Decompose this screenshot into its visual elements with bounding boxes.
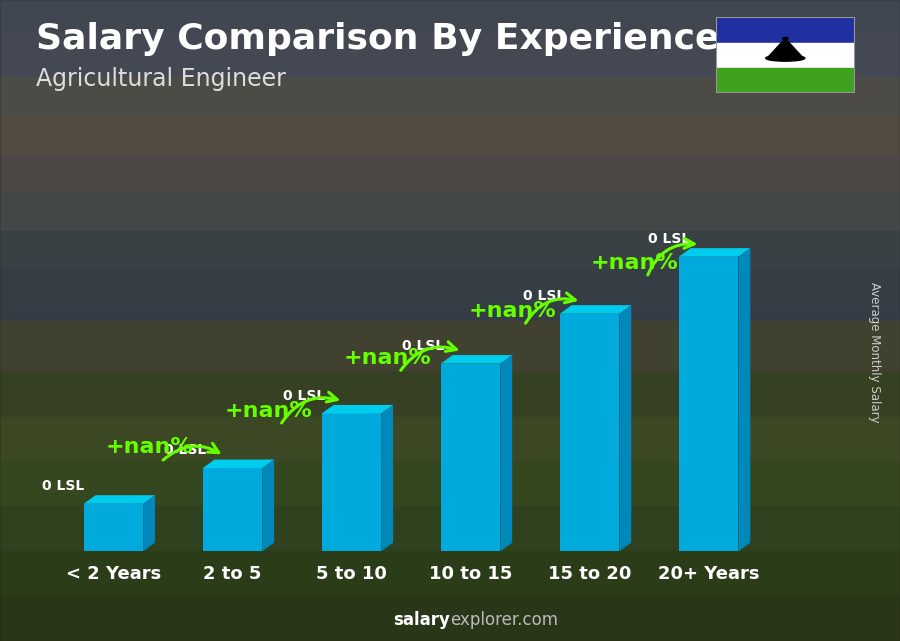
Polygon shape — [262, 460, 274, 551]
Polygon shape — [202, 460, 274, 468]
Polygon shape — [500, 355, 512, 551]
Bar — [716, 68, 855, 93]
Text: 0 LSL: 0 LSL — [42, 479, 85, 493]
Text: 0 LSL: 0 LSL — [401, 338, 444, 353]
Bar — [0, 0, 900, 32]
Bar — [716, 42, 855, 68]
Bar — [716, 17, 855, 42]
Bar — [0, 77, 900, 115]
Bar — [0, 115, 900, 154]
Polygon shape — [441, 355, 512, 363]
Ellipse shape — [782, 38, 788, 40]
Polygon shape — [560, 305, 631, 313]
Text: +nan%: +nan% — [591, 253, 679, 273]
Text: 0 LSL: 0 LSL — [164, 443, 206, 457]
Text: salary: salary — [393, 612, 450, 629]
Bar — [0, 308, 900, 346]
Polygon shape — [769, 38, 802, 56]
Bar — [0, 506, 900, 551]
Bar — [0, 320, 900, 372]
Bar — [84, 504, 143, 551]
Bar — [679, 256, 738, 551]
Polygon shape — [738, 248, 751, 551]
Text: Agricultural Engineer: Agricultural Engineer — [36, 67, 286, 91]
Text: explorer.com: explorer.com — [450, 612, 558, 629]
Polygon shape — [382, 405, 393, 551]
Bar — [0, 32, 900, 77]
Bar — [202, 468, 262, 551]
Polygon shape — [321, 405, 393, 413]
Polygon shape — [143, 495, 155, 551]
Text: +nan%: +nan% — [468, 301, 556, 321]
Text: Average Monthly Salary: Average Monthly Salary — [868, 282, 881, 423]
Bar — [0, 417, 900, 462]
Bar — [0, 269, 900, 308]
Bar — [321, 413, 382, 551]
Bar — [441, 363, 500, 551]
Bar — [0, 192, 900, 231]
Text: +nan%: +nan% — [224, 401, 312, 420]
Polygon shape — [84, 495, 155, 504]
Polygon shape — [679, 248, 751, 256]
Bar — [0, 154, 900, 192]
Bar — [0, 372, 900, 417]
Bar — [0, 462, 900, 506]
Bar — [0, 551, 900, 596]
Polygon shape — [619, 305, 631, 551]
Bar — [0, 596, 900, 641]
Text: Salary Comparison By Experience: Salary Comparison By Experience — [36, 22, 719, 56]
Text: +nan%: +nan% — [105, 437, 193, 457]
Bar — [0, 231, 900, 269]
Text: +nan%: +nan% — [343, 348, 431, 368]
Text: 0 LSL: 0 LSL — [283, 388, 325, 403]
Ellipse shape — [766, 55, 805, 61]
Text: 0 LSL: 0 LSL — [523, 289, 565, 303]
Text: 0 LSL: 0 LSL — [648, 232, 690, 246]
Bar — [560, 313, 619, 551]
